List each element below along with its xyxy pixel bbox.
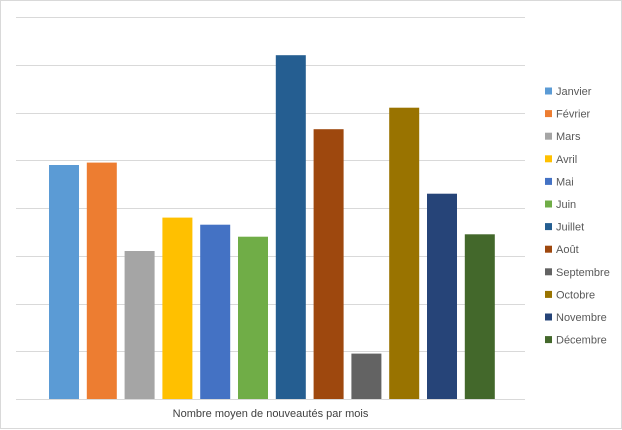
legend-swatch-mars [545, 132, 552, 140]
legend-swatch-décembre [545, 336, 552, 344]
legend-label-septembre: Septembre [556, 267, 610, 279]
legend-label-février: Février [556, 109, 591, 121]
legend-label-août: Août [556, 244, 579, 256]
bar-juillet [275, 55, 306, 399]
legend-swatch-octobre [545, 290, 552, 298]
bar-octobre [389, 107, 420, 399]
legend-label-décembre: Décembre [556, 335, 607, 347]
bar-janvier [49, 165, 79, 399]
legend-label-janvier: Janvier [556, 86, 592, 98]
legend-swatch-mai [545, 177, 552, 185]
legend-swatch-juin [545, 200, 552, 208]
bar-février [86, 162, 117, 399]
bar-mars [124, 251, 155, 399]
legend-label-octobre: Octobre [556, 289, 595, 301]
legend-swatch-novembre [545, 313, 552, 321]
legend-swatch-août [545, 245, 552, 253]
legend-label-mai: Mai [556, 176, 574, 188]
bar-novembre [427, 193, 457, 399]
legend: Janvier Février Mars Avril Mai Juin Juillet Aoû… [545, 86, 610, 347]
bar-août [313, 129, 344, 399]
legend-label-mars: Mars [556, 131, 581, 143]
legend-swatch-avril [545, 155, 552, 163]
bar-mai [200, 224, 231, 399]
bars [49, 55, 495, 399]
legend-label-novembre: Novembre [556, 312, 607, 324]
legend-label-juillet: Juillet [556, 222, 584, 234]
bar-avril [162, 217, 193, 399]
x-axis-title: Nombre moyen de nouveautés par mois [173, 408, 369, 420]
legend-swatch-juillet [545, 223, 552, 231]
legend-swatch-septembre [545, 268, 552, 276]
bar-juin [238, 236, 268, 399]
bar-décembre [464, 234, 495, 399]
legend-label-juin: Juin [556, 199, 576, 211]
legend-swatch-janvier [545, 87, 552, 95]
legend-label-avril: Avril [556, 154, 577, 166]
legend-swatch-février [545, 110, 552, 118]
bar-septembre [351, 353, 382, 399]
